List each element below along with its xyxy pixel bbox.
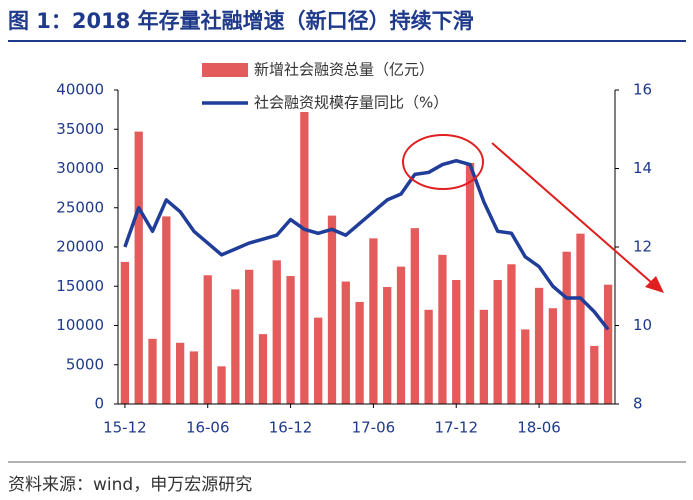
x-tick-label: 17-06	[352, 419, 396, 437]
x-tick-label: 16-12	[269, 419, 313, 437]
bar	[424, 309, 433, 404]
bar	[369, 238, 378, 404]
bar	[300, 111, 309, 404]
bar	[314, 317, 323, 404]
bar	[217, 366, 226, 404]
bar	[521, 329, 530, 404]
bar	[355, 301, 364, 404]
bar	[438, 254, 447, 404]
bar	[175, 342, 185, 404]
bar	[452, 279, 461, 404]
legend-swatch	[202, 63, 248, 77]
bar	[148, 338, 157, 404]
bar	[507, 264, 516, 404]
chart-title: 图 1：2018 年存量社融增速（新口径）持续下滑	[8, 9, 474, 33]
y2-tick-label: 12	[633, 238, 652, 256]
bar	[189, 351, 199, 404]
y-tick-label: 30000	[56, 159, 104, 177]
source: 资料来源：wind，申万宏源研究	[8, 475, 252, 495]
x-tick-label: 15-12	[103, 419, 147, 437]
plot: 0 5000 10000 15000 20000 25000 30000 35000 40000…	[56, 61, 652, 437]
x-tick-label: 17-12	[434, 419, 478, 437]
legend-label: 新增社会融资总量（亿元）	[254, 61, 434, 79]
trend-arrow	[491, 142, 653, 284]
bar	[258, 334, 268, 404]
y-tick-label: 5000	[66, 355, 104, 373]
bar	[134, 131, 143, 405]
bar	[548, 308, 558, 404]
bar	[534, 287, 544, 404]
bar	[396, 266, 406, 404]
bar	[327, 215, 337, 404]
x-tick-label: 18-06	[517, 419, 561, 437]
bar	[590, 345, 599, 404]
bar	[162, 216, 171, 404]
bar	[479, 309, 488, 404]
bar	[383, 287, 392, 404]
y-tick-label: 20000	[56, 238, 104, 256]
line	[123, 158, 610, 331]
bar	[203, 275, 212, 404]
bar	[341, 281, 350, 404]
y-tick-label: 10000	[56, 316, 104, 334]
y2-tick-label: 16	[633, 81, 652, 99]
arrow-head	[645, 276, 664, 293]
bar	[465, 163, 475, 404]
y2-tick-label: 14	[633, 159, 652, 177]
y2-tick-label: 8	[633, 395, 643, 413]
bar	[603, 284, 613, 404]
y-tick-label: 15000	[56, 277, 104, 295]
y-tick-label: 35000	[56, 120, 104, 138]
y2-tick-label: 10	[633, 316, 652, 334]
bar	[120, 261, 130, 404]
bar	[231, 289, 240, 404]
legend-label: 社会融资规模存量同比（%）	[254, 94, 448, 112]
x-tick-label: 16-06	[186, 419, 230, 437]
bar	[272, 260, 281, 404]
y-tick-label: 40000	[56, 81, 104, 99]
bar	[286, 276, 295, 404]
bar	[562, 251, 571, 404]
bar	[576, 233, 585, 404]
y-tick-label: 0	[94, 395, 104, 413]
bar	[493, 279, 502, 404]
bar	[410, 228, 419, 404]
bar	[245, 269, 254, 404]
highlight-circle	[402, 134, 484, 190]
y-tick-label: 25000	[56, 198, 104, 216]
